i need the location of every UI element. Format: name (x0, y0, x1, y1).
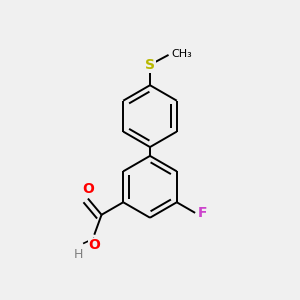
Text: O: O (88, 238, 100, 252)
Text: CH₃: CH₃ (172, 49, 192, 59)
Text: F: F (198, 206, 208, 220)
Text: O: O (82, 182, 94, 196)
Text: H: H (74, 248, 83, 261)
Text: S: S (145, 58, 155, 72)
